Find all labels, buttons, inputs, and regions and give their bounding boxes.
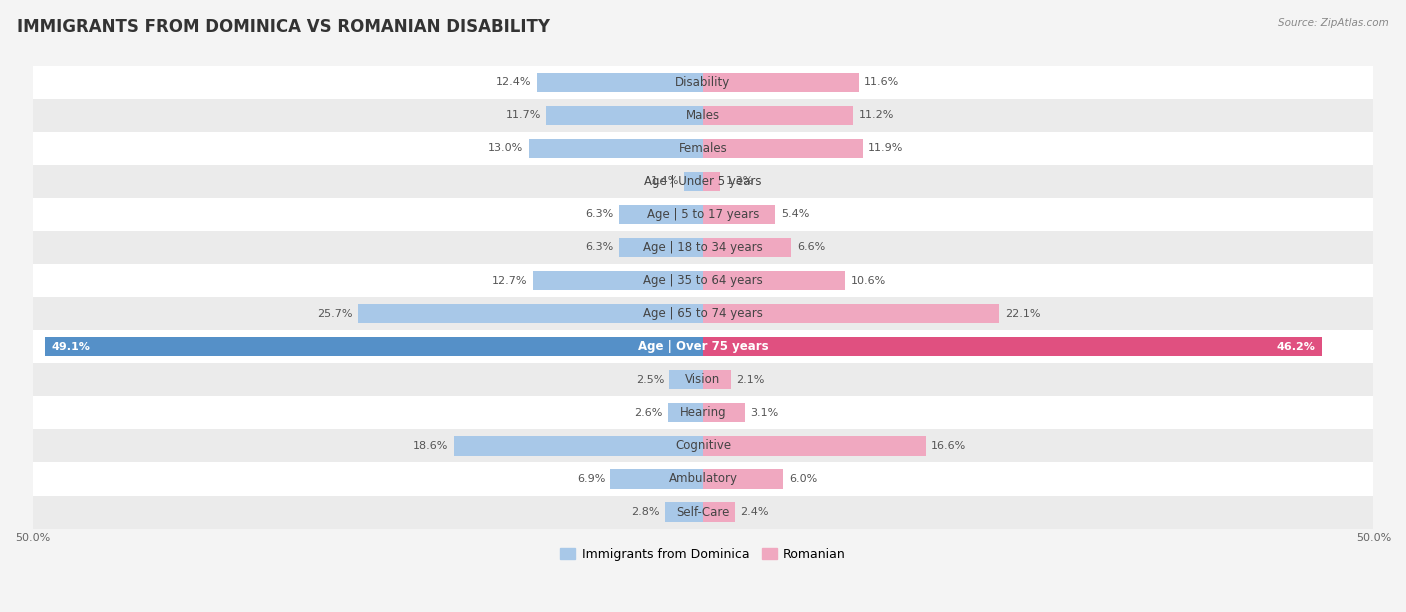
Bar xyxy=(703,403,745,422)
Text: Ambulatory: Ambulatory xyxy=(668,472,738,485)
Text: 5.4%: 5.4% xyxy=(780,209,808,220)
Text: 6.3%: 6.3% xyxy=(585,242,613,253)
Bar xyxy=(32,397,1374,430)
Bar xyxy=(703,502,735,521)
Bar xyxy=(703,271,845,290)
Text: 25.7%: 25.7% xyxy=(318,308,353,319)
Bar xyxy=(668,403,703,422)
Text: Vision: Vision xyxy=(685,373,721,386)
Text: 2.6%: 2.6% xyxy=(634,408,662,418)
Bar xyxy=(537,73,703,92)
Text: 12.4%: 12.4% xyxy=(496,77,531,87)
Text: Hearing: Hearing xyxy=(679,406,727,419)
Bar xyxy=(32,198,1374,231)
Text: Age | Over 75 years: Age | Over 75 years xyxy=(638,340,768,353)
Text: 2.8%: 2.8% xyxy=(631,507,659,517)
Bar xyxy=(32,231,1374,264)
Text: 3.1%: 3.1% xyxy=(749,408,778,418)
Bar xyxy=(32,463,1374,496)
Bar xyxy=(703,337,1323,356)
Text: 10.6%: 10.6% xyxy=(851,275,886,286)
Bar xyxy=(32,496,1374,529)
Text: 6.6%: 6.6% xyxy=(797,242,825,253)
Text: 11.6%: 11.6% xyxy=(863,77,900,87)
Bar xyxy=(703,172,720,191)
Legend: Immigrants from Dominica, Romanian: Immigrants from Dominica, Romanian xyxy=(555,543,851,566)
Bar xyxy=(32,364,1374,397)
Text: 6.3%: 6.3% xyxy=(585,209,613,220)
Text: Self-Care: Self-Care xyxy=(676,506,730,518)
Bar xyxy=(619,205,703,224)
Text: 49.1%: 49.1% xyxy=(52,341,90,352)
Bar xyxy=(546,106,703,125)
Bar xyxy=(703,139,862,158)
Bar xyxy=(703,73,859,92)
Bar xyxy=(619,238,703,257)
Text: IMMIGRANTS FROM DOMINICA VS ROMANIAN DISABILITY: IMMIGRANTS FROM DOMINICA VS ROMANIAN DIS… xyxy=(17,18,550,36)
Bar xyxy=(529,139,703,158)
Bar xyxy=(685,172,703,191)
Bar xyxy=(32,99,1374,132)
Text: 1.4%: 1.4% xyxy=(651,176,679,187)
Text: Males: Males xyxy=(686,109,720,122)
Bar xyxy=(359,304,703,323)
Text: Disability: Disability xyxy=(675,76,731,89)
Text: Age | 65 to 74 years: Age | 65 to 74 years xyxy=(643,307,763,320)
Text: 13.0%: 13.0% xyxy=(488,143,523,153)
Bar xyxy=(32,297,1374,330)
Bar xyxy=(703,238,792,257)
Bar xyxy=(703,106,853,125)
Text: Females: Females xyxy=(679,142,727,155)
Text: 22.1%: 22.1% xyxy=(1005,308,1040,319)
Bar xyxy=(32,330,1374,364)
Text: 6.9%: 6.9% xyxy=(576,474,605,484)
Text: 18.6%: 18.6% xyxy=(413,441,449,451)
Text: Source: ZipAtlas.com: Source: ZipAtlas.com xyxy=(1278,18,1389,28)
Text: 1.3%: 1.3% xyxy=(725,176,754,187)
Text: 11.2%: 11.2% xyxy=(859,110,894,120)
Bar xyxy=(32,132,1374,165)
Bar xyxy=(454,436,703,455)
Text: Cognitive: Cognitive xyxy=(675,439,731,452)
Bar xyxy=(665,502,703,521)
Text: 16.6%: 16.6% xyxy=(931,441,966,451)
Text: Age | 18 to 34 years: Age | 18 to 34 years xyxy=(643,241,763,254)
Bar xyxy=(703,370,731,389)
Bar xyxy=(533,271,703,290)
Bar xyxy=(703,205,775,224)
Bar xyxy=(703,304,1000,323)
Text: 2.5%: 2.5% xyxy=(636,375,664,385)
Bar xyxy=(703,436,925,455)
Bar xyxy=(610,469,703,488)
Text: Age | 5 to 17 years: Age | 5 to 17 years xyxy=(647,208,759,221)
Text: 12.7%: 12.7% xyxy=(492,275,527,286)
Text: 11.7%: 11.7% xyxy=(505,110,541,120)
Text: 6.0%: 6.0% xyxy=(789,474,817,484)
Bar xyxy=(32,165,1374,198)
Bar xyxy=(45,337,703,356)
Bar xyxy=(32,65,1374,99)
Bar xyxy=(703,469,783,488)
Text: Age | 35 to 64 years: Age | 35 to 64 years xyxy=(643,274,763,287)
Text: 46.2%: 46.2% xyxy=(1277,341,1316,352)
Text: Age | Under 5 years: Age | Under 5 years xyxy=(644,175,762,188)
Bar xyxy=(669,370,703,389)
Bar xyxy=(32,264,1374,297)
Text: 2.1%: 2.1% xyxy=(737,375,765,385)
Bar xyxy=(32,430,1374,463)
Text: 2.4%: 2.4% xyxy=(741,507,769,517)
Text: 11.9%: 11.9% xyxy=(868,143,903,153)
